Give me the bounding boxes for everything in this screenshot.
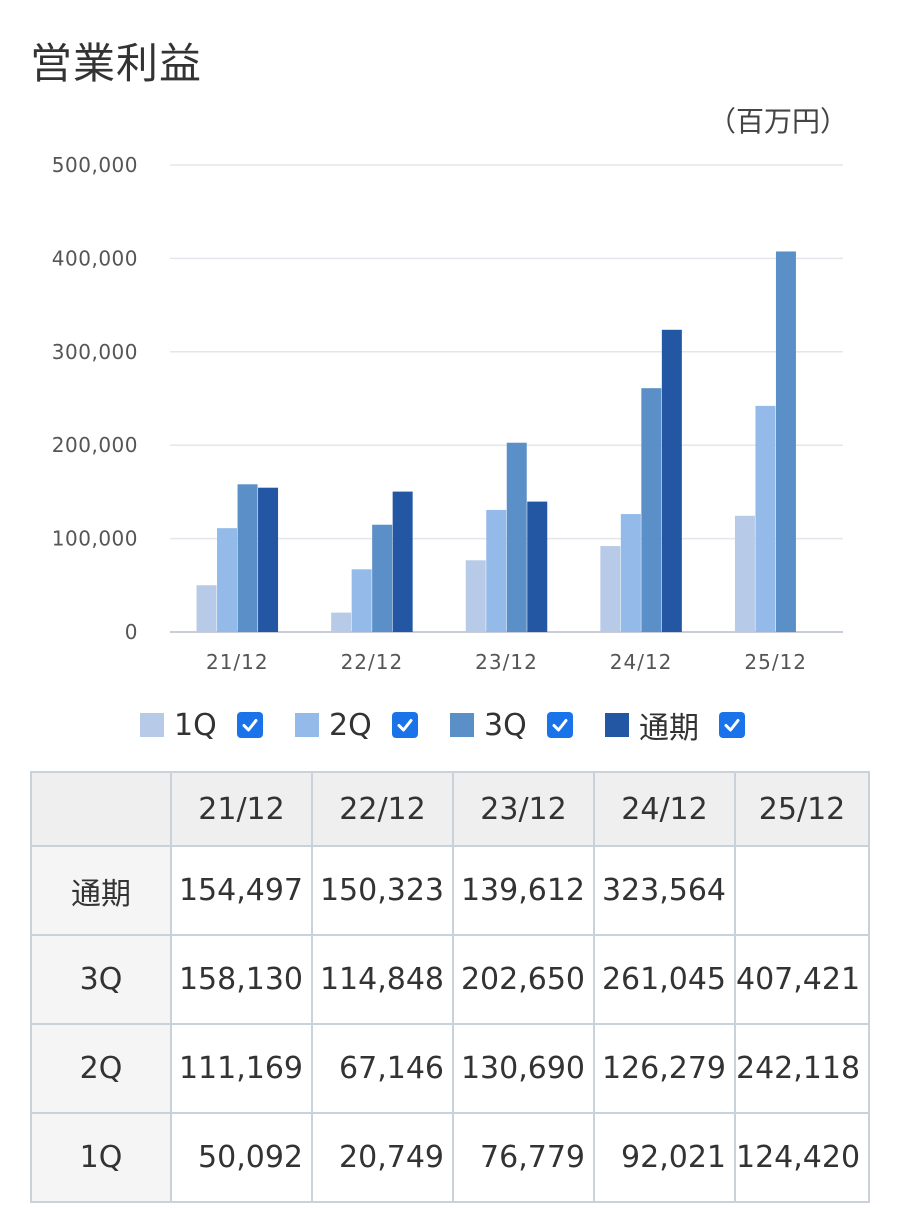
table-row: 1Q 50,092 20,749 76,779 92,021 124,420 bbox=[30, 1112, 871, 1203]
legend-swatch-2q bbox=[295, 713, 319, 737]
table-cell: 111,169 bbox=[170, 1023, 313, 1114]
bar-3Q-24/12 bbox=[641, 388, 662, 632]
table-cell: 92,021 bbox=[593, 1112, 736, 1203]
table-header-cell: 25/12 bbox=[733, 771, 871, 847]
y-tick-label: 200,000 bbox=[52, 433, 138, 457]
data-table: 21/12 22/12 23/12 24/12 25/12 通期 154,497… bbox=[30, 771, 871, 1203]
table-cell: 150,323 bbox=[311, 845, 454, 936]
bar-2Q-24/12 bbox=[620, 514, 641, 632]
table-row: 通期 154,497 150,323 139,612 323,564 bbox=[30, 845, 871, 936]
bar-1Q-25/12 bbox=[734, 515, 755, 632]
checkbox-checked-icon[interactable] bbox=[391, 712, 418, 738]
y-tick-label: 0 bbox=[125, 620, 138, 644]
page-title: 営業利益 bbox=[30, 39, 203, 88]
table-cell: 158,130 bbox=[170, 934, 313, 1025]
legend-label-1q: 1Q bbox=[174, 707, 217, 743]
x-tick-label: 25/12 bbox=[744, 650, 807, 674]
table-cell: 154,497 bbox=[170, 845, 313, 936]
bar-3Q-23/12 bbox=[506, 442, 527, 632]
table-cell: 124,420 bbox=[733, 1112, 871, 1203]
bar-1Q-21/12 bbox=[196, 585, 217, 632]
table-header-cell bbox=[30, 771, 172, 847]
table-header-cell: 23/12 bbox=[452, 771, 595, 847]
bar-1Q-24/12 bbox=[600, 546, 621, 632]
table-header-cell: 21/12 bbox=[170, 771, 313, 847]
table-header-row: 21/12 22/12 23/12 24/12 25/12 bbox=[30, 771, 871, 847]
checkbox-checked-icon[interactable] bbox=[719, 712, 745, 738]
bar-2Q-22/12 bbox=[351, 569, 372, 632]
table-cell: 76,779 bbox=[452, 1112, 595, 1203]
operating-profit-chart: 0 100,000 200,000 300,000 400,000 500,000 21/1… bbox=[52, 153, 843, 674]
legend-item-2q[interactable]: 2Q bbox=[295, 700, 418, 750]
bar-1Q-23/12 bbox=[465, 560, 486, 632]
bar-3Q-22/12 bbox=[372, 524, 393, 632]
y-tick-label: 500,000 bbox=[52, 153, 138, 177]
bar-通期-24/12 bbox=[661, 329, 682, 632]
checkbox-checked-icon[interactable] bbox=[546, 712, 573, 738]
bar-通期-21/12 bbox=[258, 487, 279, 632]
table-row-label: 3Q bbox=[30, 934, 172, 1025]
unit-label: （百万円） bbox=[707, 105, 848, 138]
table-cell: 67,146 bbox=[311, 1023, 454, 1114]
bar-2Q-21/12 bbox=[217, 528, 238, 632]
legend-label-3q: 3Q bbox=[484, 707, 527, 743]
bar-2Q-25/12 bbox=[755, 405, 776, 632]
checkbox-checked-icon[interactable] bbox=[236, 712, 263, 738]
table-cell: 407,421 bbox=[733, 934, 871, 1025]
table-row-label: 2Q bbox=[30, 1023, 172, 1114]
table-cell: 323,564 bbox=[593, 845, 736, 936]
table-cell: 114,848 bbox=[311, 934, 454, 1025]
bar-2Q-23/12 bbox=[486, 509, 507, 632]
bar-通期-23/12 bbox=[527, 501, 548, 632]
x-tick-label: 22/12 bbox=[341, 650, 404, 674]
table-cell: 242,118 bbox=[733, 1023, 871, 1114]
table-cell: 50,092 bbox=[170, 1112, 313, 1203]
legend-swatch-1q bbox=[140, 713, 164, 737]
legend-item-1q[interactable]: 1Q bbox=[140, 700, 263, 750]
table-row: 2Q 111,169 67,146 130,690 126,279 242,11… bbox=[30, 1023, 871, 1114]
table-row-label: 1Q bbox=[30, 1112, 172, 1203]
table-cell: 130,690 bbox=[452, 1023, 595, 1114]
y-tick-label: 300,000 bbox=[52, 340, 138, 364]
legend-item-3q[interactable]: 3Q bbox=[450, 700, 573, 750]
legend-swatch-3q bbox=[450, 713, 474, 737]
legend-item-full-year[interactable]: 通期 bbox=[605, 700, 745, 750]
table-cell bbox=[733, 845, 871, 936]
legend-swatch-full-year bbox=[605, 713, 629, 737]
table-cell: 20,749 bbox=[311, 1112, 454, 1203]
table-row-label: 通期 bbox=[30, 845, 172, 936]
legend-label-2q: 2Q bbox=[329, 707, 372, 743]
bar-3Q-21/12 bbox=[237, 484, 258, 632]
x-tick-label: 23/12 bbox=[475, 650, 538, 674]
bar-通期-22/12 bbox=[392, 491, 413, 632]
y-tick-label: 100,000 bbox=[52, 527, 138, 551]
table-cell: 126,279 bbox=[593, 1023, 736, 1114]
table-cell: 139,612 bbox=[452, 845, 595, 936]
table-header-cell: 22/12 bbox=[311, 771, 454, 847]
table-row: 3Q 158,130 114,848 202,650 261,045 407,4… bbox=[30, 934, 871, 1025]
table-cell: 202,650 bbox=[452, 934, 595, 1025]
x-tick-label: 21/12 bbox=[206, 650, 269, 674]
y-tick-label: 400,000 bbox=[52, 246, 138, 270]
table-cell: 261,045 bbox=[593, 934, 736, 1025]
legend-label-full-year: 通期 bbox=[639, 711, 699, 746]
bar-1Q-22/12 bbox=[331, 612, 352, 632]
bar-3Q-25/12 bbox=[775, 251, 796, 632]
table-header-cell: 24/12 bbox=[593, 771, 736, 847]
x-tick-label: 24/12 bbox=[610, 650, 673, 674]
chart-legend: 1Q 2Q 3Q 通期 bbox=[0, 700, 898, 750]
